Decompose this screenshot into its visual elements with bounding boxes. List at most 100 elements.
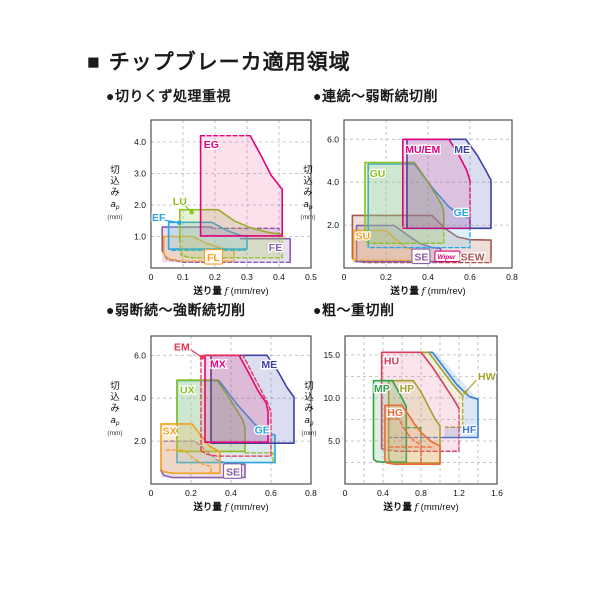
svg-text:FE: FE: [269, 242, 282, 254]
svg-text:MU/EM: MU/EM: [405, 144, 440, 156]
svg-text:0.8: 0.8: [305, 488, 317, 498]
region-labels: SE GE UX SX ME MX EM: [161, 340, 278, 479]
svg-text:SU: SU: [356, 231, 371, 243]
svg-text:0: 0: [149, 488, 154, 498]
svg-text:2.0: 2.0: [134, 436, 146, 446]
svg-text:0.8: 0.8: [506, 272, 518, 282]
chart-interrupted-cutting-svg: 0 0.2 0.4 0.6 0.8 2.0 4.0 6.0 SE GE UX SX ME MX EM 送り量 …: [107, 335, 317, 513]
svg-text:(mm): (mm): [300, 214, 315, 221]
chart2-heading: ●連続〜弱断続切削: [313, 88, 438, 104]
svg-text:6.0: 6.0: [134, 350, 146, 360]
region-HF: [389, 351, 479, 439]
svg-text:Wiper: Wiper: [437, 254, 455, 261]
svg-text:ap: ap: [111, 199, 120, 211]
region-HG: [384, 404, 441, 465]
chart-continuous-cutting-svg: 0 0.2 0.4 0.6 0.8 2.0 4.0 6.0 Wiper SEW SE SU GE GU ME…: [300, 119, 518, 297]
region-GU: [364, 161, 445, 244]
chart-rough-heavy-cutting-svg: 0 0.4 0.8 1.2 1.65.010.015.0HFHWHUHPMPHG送り量 …: [301, 335, 503, 513]
svg-text:4.0: 4.0: [134, 393, 146, 403]
svg-text:2.0: 2.0: [327, 220, 339, 230]
svg-text:み: み: [304, 403, 314, 414]
svg-text:0.5: 0.5: [305, 272, 317, 282]
chart-chip-control: 0 0.1 0.2 0.3 0.4 0.5 1.0 2.0 3.0 4.0 FE FL EF LU EG 送り…: [99, 110, 319, 303]
svg-text:0.4: 0.4: [377, 488, 389, 498]
svg-text:LU: LU: [173, 196, 187, 208]
svg-text:4.0: 4.0: [134, 137, 146, 147]
title-text: チップブレーカ適用領域: [108, 51, 351, 74]
svg-text:切: 切: [110, 165, 120, 176]
chart1-heading: ●切りくず処理重視: [106, 88, 231, 104]
svg-text:み: み: [303, 187, 313, 198]
region-GE: [367, 163, 471, 249]
svg-text:(mm): (mm): [301, 430, 316, 437]
svg-text:0.3: 0.3: [241, 272, 253, 282]
svg-text:ap: ap: [305, 415, 314, 427]
svg-text:SX: SX: [163, 426, 177, 438]
region-EG: [199, 134, 283, 237]
svg-text:5.0: 5.0: [328, 436, 340, 446]
svg-text:ap: ap: [304, 199, 313, 211]
axis-ticks: 0 0.2 0.4 0.6 0.8 2.0 4.0 6.0: [134, 350, 317, 498]
svg-text:ME: ME: [261, 359, 277, 371]
svg-text:1.0: 1.0: [134, 232, 146, 242]
plot-border: [150, 119, 312, 269]
svg-text:GE: GE: [255, 425, 270, 437]
svg-text:1.6: 1.6: [491, 488, 503, 498]
svg-text:UX: UX: [180, 384, 195, 396]
svg-text:切: 切: [304, 381, 314, 392]
svg-text:み: み: [110, 187, 120, 198]
regions: [351, 138, 492, 264]
svg-text:EM: EM: [174, 341, 190, 353]
svg-text:0: 0: [343, 488, 348, 498]
svg-text:HP: HP: [400, 383, 415, 395]
svg-text:込: 込: [304, 392, 314, 403]
svg-text:EG: EG: [204, 139, 219, 151]
svg-text:送り量 f (mm/rev): 送り量 f (mm/rev): [382, 501, 458, 513]
axis-ticks: 0 0.4 0.8 1.2 1.6 5.0 10.0 15.0: [323, 350, 503, 498]
svg-text:0.2: 0.2: [209, 272, 221, 282]
svg-text:0.2: 0.2: [185, 488, 197, 498]
svg-text:0.6: 0.6: [265, 488, 277, 498]
chart4-heading: ●粗〜重切削: [313, 302, 395, 318]
svg-text:切: 切: [303, 165, 313, 176]
svg-text:0.4: 0.4: [225, 488, 237, 498]
svg-text:SE: SE: [414, 252, 428, 264]
svg-text:込: 込: [303, 176, 313, 187]
svg-text:HW: HW: [478, 371, 496, 383]
svg-text:込: 込: [110, 176, 120, 187]
svg-text:HF: HF: [462, 424, 477, 436]
svg-text:0.2: 0.2: [380, 272, 392, 282]
chart-interrupted-cutting: 0 0.2 0.4 0.6 0.8 2.0 4.0 6.0 SE GE UX SX ME MX EM 送り量 …: [99, 326, 319, 519]
chart3-heading: ●弱断続〜強断続切削: [106, 302, 246, 318]
region-labels: HF HW HU HP MP HG: [373, 354, 497, 437]
svg-text:4.0: 4.0: [327, 177, 339, 187]
svg-text:0: 0: [149, 272, 154, 282]
region-EM: [200, 354, 272, 457]
svg-text:GU: GU: [370, 168, 386, 180]
svg-text:1.2: 1.2: [453, 488, 465, 498]
svg-text:0.8: 0.8: [415, 488, 427, 498]
plot-border: [344, 335, 498, 485]
svg-text:MX: MX: [210, 359, 226, 371]
svg-text:ME: ME: [454, 144, 470, 156]
svg-text:10.0: 10.0: [323, 393, 340, 403]
region-HW: [420, 351, 464, 428]
svg-text:切: 切: [110, 381, 120, 392]
page-title: ■ チップブレーカ適用領域: [87, 46, 351, 76]
svg-text:SE: SE: [226, 466, 240, 478]
region-MP: [372, 379, 422, 464]
plot-border: [150, 335, 312, 485]
svg-text:(mm): (mm): [107, 430, 122, 437]
svg-text:0.4: 0.4: [422, 272, 434, 282]
axis-ticks: 0 0.1 0.2 0.3 0.4 0.5 1.0 2.0 3.0 4.0: [134, 137, 317, 282]
svg-text:0.4: 0.4: [273, 272, 285, 282]
svg-text:SEW: SEW: [461, 252, 485, 264]
regions: [160, 354, 295, 479]
region-labels: FE FL EF LU EG: [151, 138, 284, 265]
svg-text:送り量 f (mm/rev): 送り量 f (mm/rev): [389, 285, 465, 297]
